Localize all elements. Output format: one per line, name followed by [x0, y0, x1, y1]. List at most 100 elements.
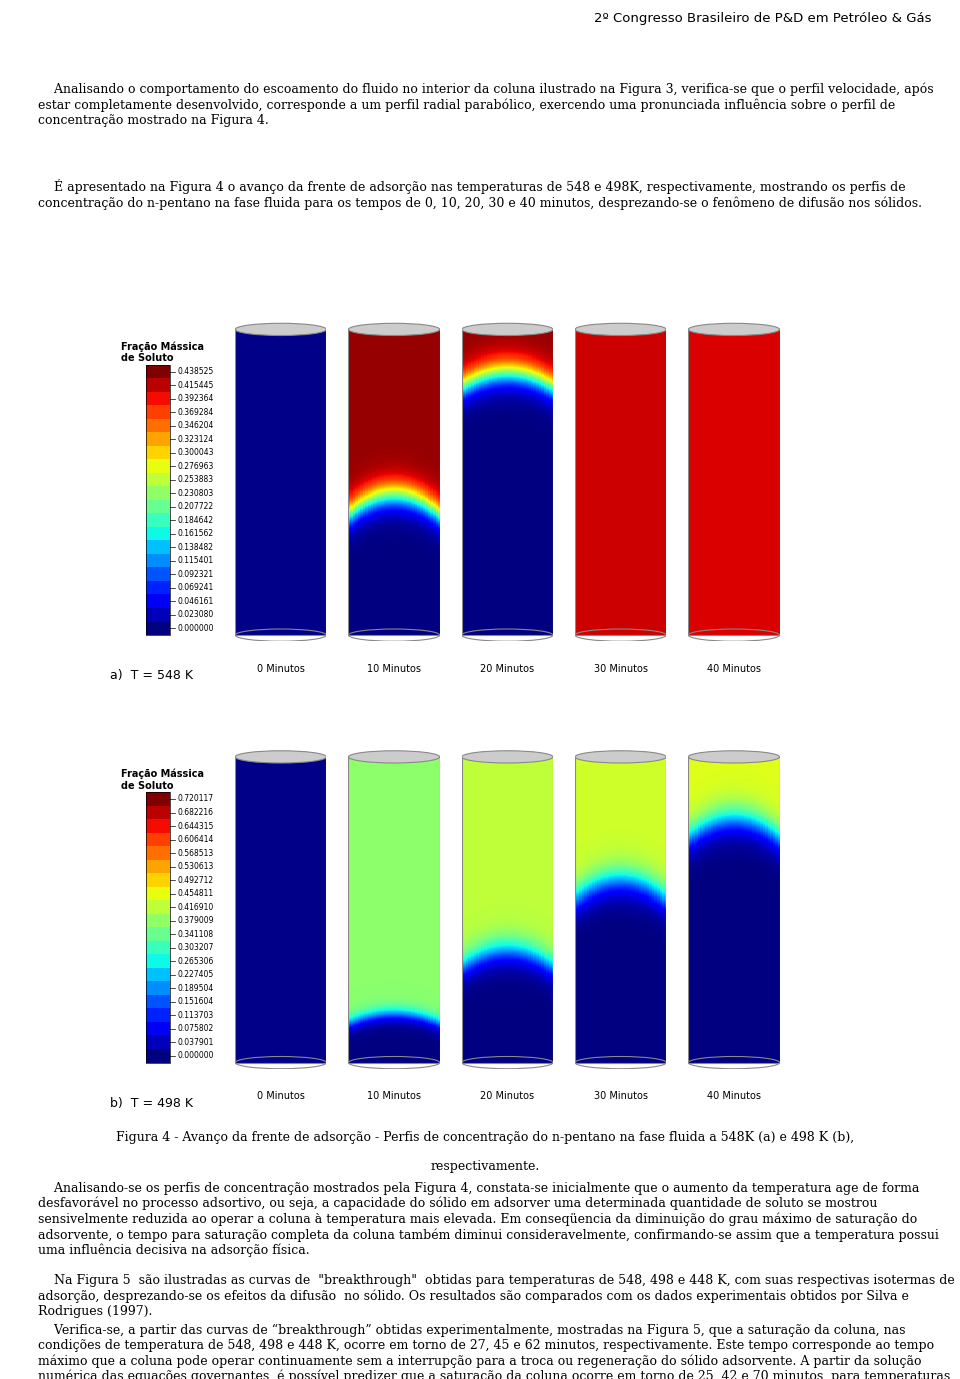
Ellipse shape [348, 323, 440, 335]
Bar [146, 405, 171, 419]
Text: Na Figura 5  são ilustradas as curvas de  "breakthrough"  obtidas para temperatu: Na Figura 5 são ilustradas as curvas de … [38, 1274, 955, 1318]
Bar [146, 1008, 171, 1022]
Text: 0.720117: 0.720117 [177, 794, 213, 804]
Text: Verifica-se, a partir das curvas de “breakthrough” obtidas experimentalmente, mo: Verifica-se, a partir das curvas de “bre… [38, 1324, 950, 1379]
Text: É apresentado na Figura 4 o avanço da frente de adsorção nas temperaturas de 548: É apresentado na Figura 4 o avanço da fr… [38, 179, 923, 210]
Bar [146, 378, 171, 392]
Ellipse shape [462, 750, 553, 763]
Text: 20 Minutos: 20 Minutos [480, 1091, 535, 1102]
Text: 0.189504: 0.189504 [177, 983, 213, 993]
Bar [146, 594, 171, 608]
Text: 0.265306: 0.265306 [177, 957, 213, 965]
Text: 0.037901: 0.037901 [177, 1038, 213, 1047]
Text: b)  T = 498 K: b) T = 498 K [110, 1096, 193, 1110]
Text: 0.392364: 0.392364 [177, 394, 213, 403]
Text: 0.092321: 0.092321 [177, 570, 213, 579]
Text: Analisando o comportamento do escoamento do fluido no interior da coluna ilustra: Analisando o comportamento do escoamento… [38, 83, 934, 127]
Bar [146, 860, 171, 873]
Bar [146, 608, 171, 622]
Text: 0.000000: 0.000000 [177, 1051, 213, 1060]
Text: 0.276963: 0.276963 [177, 462, 213, 470]
Text: 20 Minutos: 20 Minutos [480, 663, 535, 674]
Text: respectivamente.: respectivamente. [430, 1160, 540, 1172]
Text: 2º Congresso Brasileiro de P&D em Petróleo & Gás: 2º Congresso Brasileiro de P&D em Petról… [593, 12, 931, 25]
Text: 0.606414: 0.606414 [177, 836, 213, 844]
Bar [146, 433, 171, 445]
Bar [146, 914, 171, 928]
Text: Fração Mássica
de Soluto: Fração Mássica de Soluto [121, 768, 204, 790]
Ellipse shape [575, 750, 666, 763]
Text: 0.323124: 0.323124 [177, 434, 213, 444]
Bar [146, 954, 171, 968]
Text: 0.069241: 0.069241 [177, 583, 213, 592]
Ellipse shape [462, 323, 553, 335]
Text: 0.113703: 0.113703 [177, 1011, 213, 1019]
Bar [146, 792, 171, 805]
Bar [146, 487, 171, 501]
Text: Figura 4 - Avanço da frente de adsorção - Perfis de concentração do n-pentano na: Figura 4 - Avanço da frente de adsorção … [116, 1131, 853, 1143]
Bar [146, 873, 171, 887]
Text: 0.644315: 0.644315 [177, 822, 213, 830]
Text: 0.492712: 0.492712 [177, 876, 213, 884]
Bar [146, 392, 171, 405]
Bar [146, 1036, 171, 1049]
Bar [146, 982, 171, 996]
Bar [146, 1022, 171, 1036]
Text: Analisando-se os perfis de concentração mostrados pela Figura 4, constata-se ini: Analisando-se os perfis de concentração … [38, 1182, 939, 1258]
Text: 0.454811: 0.454811 [177, 889, 213, 898]
Text: 40 Minutos: 40 Minutos [707, 663, 761, 674]
Text: 0.415445: 0.415445 [177, 381, 213, 389]
Bar [146, 968, 171, 982]
Text: 0.438525: 0.438525 [177, 367, 213, 376]
Text: 0.230803: 0.230803 [177, 488, 213, 498]
Bar [146, 940, 171, 954]
Bar [146, 527, 171, 541]
Text: 0.379009: 0.379009 [177, 916, 213, 925]
Ellipse shape [688, 750, 780, 763]
Text: 0.115401: 0.115401 [177, 556, 213, 565]
Ellipse shape [688, 323, 780, 335]
Bar [146, 459, 171, 473]
Text: 0.075802: 0.075802 [177, 1025, 213, 1033]
Text: 0.161562: 0.161562 [177, 530, 213, 538]
Text: 0.023080: 0.023080 [177, 611, 213, 619]
Text: 0.682216: 0.682216 [177, 808, 213, 816]
Text: 10 Minutos: 10 Minutos [367, 1091, 421, 1102]
Text: 0.530613: 0.530613 [177, 862, 213, 872]
Text: 0.416910: 0.416910 [177, 903, 213, 912]
Bar [146, 554, 171, 568]
Bar [146, 792, 171, 1062]
Text: 0.369284: 0.369284 [177, 408, 213, 416]
Text: 10 Minutos: 10 Minutos [367, 663, 421, 674]
Text: 0.346204: 0.346204 [177, 421, 213, 430]
Bar [146, 1049, 171, 1062]
Bar [146, 513, 171, 527]
Text: 0.568513: 0.568513 [177, 848, 213, 858]
Ellipse shape [235, 323, 326, 335]
Text: 0.151604: 0.151604 [177, 997, 213, 1007]
Bar [146, 473, 171, 487]
Text: 0.184642: 0.184642 [177, 516, 213, 524]
Bar [146, 887, 171, 900]
Text: 0.138482: 0.138482 [177, 543, 213, 552]
Text: 0.000000: 0.000000 [177, 623, 213, 633]
Text: 0.303207: 0.303207 [177, 943, 213, 952]
Text: Fração Mássica
de Soluto: Fração Mássica de Soluto [121, 341, 204, 363]
Ellipse shape [348, 750, 440, 763]
Bar [146, 419, 171, 433]
Bar [146, 581, 171, 594]
Text: 0.341108: 0.341108 [177, 929, 213, 939]
Bar [146, 541, 171, 554]
Bar [146, 365, 171, 378]
Bar [146, 805, 171, 819]
Text: 0 Minutos: 0 Minutos [257, 1091, 304, 1102]
Bar [146, 622, 171, 634]
Bar [146, 568, 171, 581]
Bar [146, 847, 171, 860]
Ellipse shape [235, 750, 326, 763]
Text: 0.227405: 0.227405 [177, 971, 213, 979]
Text: 40 Minutos: 40 Minutos [707, 1091, 761, 1102]
Text: 0.253883: 0.253883 [177, 476, 213, 484]
Text: 30 Minutos: 30 Minutos [593, 1091, 648, 1102]
Ellipse shape [575, 323, 666, 335]
